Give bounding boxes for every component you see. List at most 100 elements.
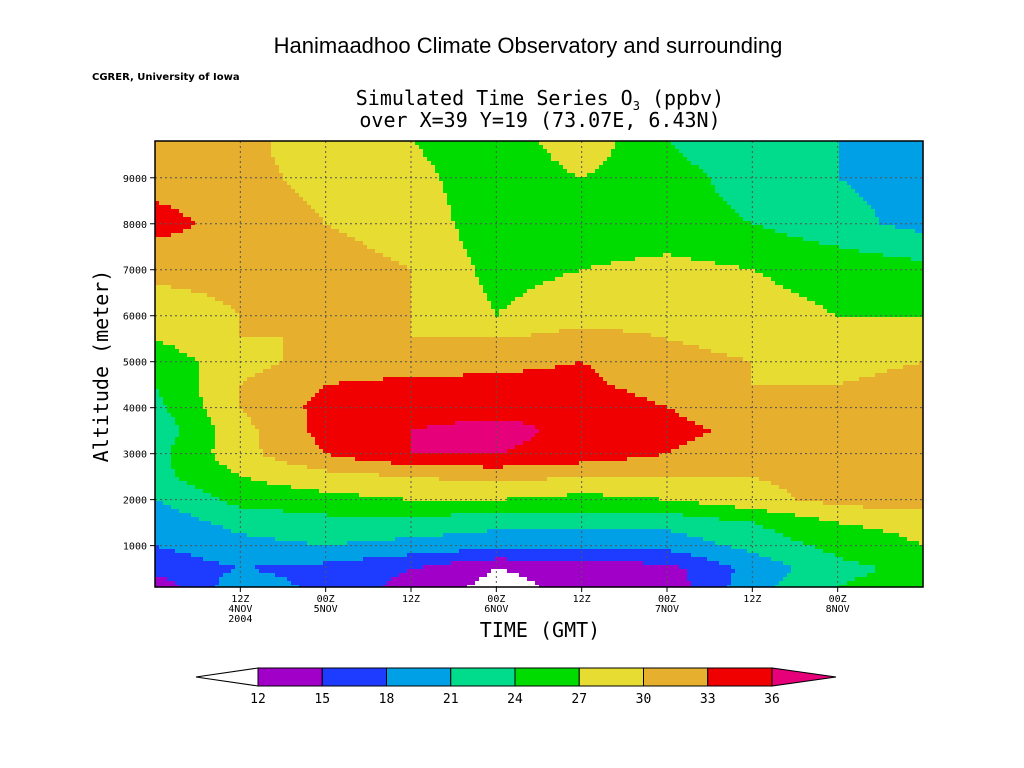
contour-cell xyxy=(567,493,604,498)
contour-cell xyxy=(615,385,924,390)
contour-cell xyxy=(155,197,304,202)
contour-cell xyxy=(703,169,840,174)
contour-cell xyxy=(199,373,256,378)
contour-cell xyxy=(767,509,924,514)
contour-cell xyxy=(527,577,688,582)
contour-cell xyxy=(447,197,724,202)
contour-cell xyxy=(155,305,232,310)
contour-cell xyxy=(155,353,188,358)
contour-cell xyxy=(411,297,488,302)
contour-cell xyxy=(887,369,924,374)
contour-cell xyxy=(599,373,752,378)
contour-cell xyxy=(719,193,860,198)
contour-cell xyxy=(843,557,924,562)
contour-cell xyxy=(751,369,888,374)
contour-cell xyxy=(875,209,924,214)
contour-cell xyxy=(467,249,860,254)
contour-cell xyxy=(851,185,924,190)
contour-cell xyxy=(155,313,240,318)
contour-cell xyxy=(207,409,244,414)
contour-cell xyxy=(171,505,240,510)
contour-cell xyxy=(487,573,520,578)
contour-cell xyxy=(155,241,364,246)
contour-cell xyxy=(223,573,276,578)
contour-cell xyxy=(515,445,680,450)
contour-cell xyxy=(155,549,176,554)
contour-cell xyxy=(523,421,696,426)
contour-cell xyxy=(155,417,176,422)
contour-cell xyxy=(915,229,924,234)
contour-cell xyxy=(839,153,924,158)
contour-cell xyxy=(391,257,472,262)
contour-cell xyxy=(155,577,168,582)
contour-cell xyxy=(283,509,768,514)
contour-cell xyxy=(919,541,924,546)
contour-cell xyxy=(623,329,924,334)
contour-cell xyxy=(607,157,688,162)
y-tick-label: 7000 xyxy=(123,266,147,277)
contour-cell xyxy=(791,537,908,542)
contour-cell xyxy=(687,417,924,422)
contour-cell xyxy=(155,541,308,546)
contour-cell xyxy=(155,489,204,494)
contour-cell xyxy=(411,281,480,286)
contour-cell xyxy=(839,157,924,162)
contour-cell xyxy=(155,513,192,518)
contour-cell xyxy=(683,341,924,346)
contour-cell xyxy=(543,145,616,150)
chart-title-subscript: 3 xyxy=(632,99,640,113)
contour-cell xyxy=(591,265,740,270)
contour-cell xyxy=(155,485,196,490)
contour-cell xyxy=(803,541,920,546)
contour-cell xyxy=(743,357,924,362)
contour-cell xyxy=(783,561,860,566)
contour-cell xyxy=(283,341,684,346)
contour-cell xyxy=(447,201,728,206)
colorbar-label: 21 xyxy=(443,692,459,707)
contour-cell xyxy=(407,569,492,574)
contour-cell xyxy=(507,557,708,562)
contour-cell xyxy=(191,217,324,222)
contour-cell xyxy=(795,497,924,502)
contour-cell xyxy=(459,549,672,554)
contour-cell xyxy=(155,165,280,170)
contour-cell xyxy=(711,429,924,434)
contour-cell xyxy=(155,357,196,362)
contour-cell xyxy=(155,157,276,162)
contour-cell xyxy=(523,369,596,374)
contour-cell xyxy=(155,453,172,458)
contour-cell xyxy=(895,225,924,230)
x-tick-label: 12Z xyxy=(573,594,591,605)
contour-cell xyxy=(319,445,412,450)
contour-cell xyxy=(283,345,700,350)
contour-cell xyxy=(839,149,924,154)
contour-cell xyxy=(475,269,580,274)
x-tick-label: 12Z xyxy=(402,594,420,605)
contour-cell xyxy=(171,465,228,470)
contour-cell xyxy=(815,545,924,550)
colorbar-label: 18 xyxy=(379,692,395,707)
y-tick-label: 6000 xyxy=(123,312,147,323)
contour-cell xyxy=(839,177,924,182)
contour-cell xyxy=(283,173,440,178)
contour-cell xyxy=(839,145,924,150)
contour-cell xyxy=(671,253,884,258)
contour-cell xyxy=(155,269,412,274)
contour-cell xyxy=(215,297,412,302)
colorbar-label: 33 xyxy=(700,692,716,707)
contour-cell xyxy=(315,441,412,446)
contour-cell xyxy=(155,161,276,166)
contour-cell xyxy=(591,365,752,370)
contour-cell xyxy=(411,277,480,282)
y-tick-label: 9000 xyxy=(123,174,147,185)
contour-cell xyxy=(835,313,924,318)
y-tick-label: 8000 xyxy=(123,220,147,231)
contour-cell xyxy=(787,573,868,578)
contour-cell xyxy=(707,173,840,178)
contour-cell xyxy=(239,473,380,478)
x-tick-label: 00Z xyxy=(317,594,335,605)
contour-cell xyxy=(299,193,448,198)
contour-cell xyxy=(315,393,636,398)
heatmap-layer xyxy=(155,141,924,588)
contour-cell xyxy=(263,369,524,374)
